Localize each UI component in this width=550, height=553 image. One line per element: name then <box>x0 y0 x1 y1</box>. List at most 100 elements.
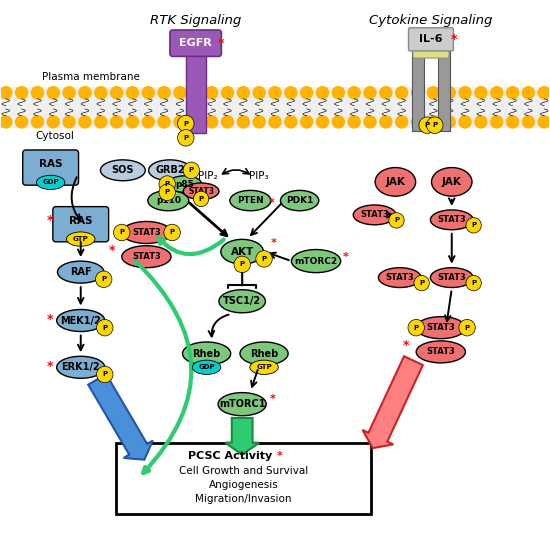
Text: *: * <box>403 340 410 352</box>
Text: STAT3: STAT3 <box>188 187 214 196</box>
Ellipse shape <box>221 239 263 264</box>
Circle shape <box>158 116 170 128</box>
Circle shape <box>408 320 425 336</box>
Circle shape <box>269 87 281 99</box>
Text: STAT3: STAT3 <box>360 210 389 220</box>
Text: Angiogenesis: Angiogenesis <box>208 480 278 490</box>
Circle shape <box>475 87 487 99</box>
Ellipse shape <box>58 261 104 283</box>
Circle shape <box>237 87 249 99</box>
Text: JAK: JAK <box>386 177 405 187</box>
Text: mTORC1: mTORC1 <box>219 399 266 409</box>
FancyArrow shape <box>362 356 423 448</box>
Circle shape <box>301 116 313 128</box>
Text: P: P <box>419 280 424 286</box>
Text: STAT3: STAT3 <box>132 228 161 237</box>
Text: P: P <box>183 121 188 127</box>
Circle shape <box>15 116 28 128</box>
Ellipse shape <box>122 222 171 243</box>
Ellipse shape <box>148 190 189 211</box>
Text: P: P <box>189 168 194 173</box>
Circle shape <box>206 116 218 128</box>
Circle shape <box>79 87 91 99</box>
FancyBboxPatch shape <box>23 150 79 185</box>
FancyArrow shape <box>225 418 259 455</box>
Text: P: P <box>240 262 245 268</box>
Text: P: P <box>102 372 107 378</box>
Circle shape <box>234 256 250 273</box>
Text: Cytosol: Cytosol <box>35 131 74 141</box>
Text: IL-6: IL-6 <box>419 34 443 44</box>
Text: *: * <box>47 360 53 373</box>
Text: P: P <box>394 217 399 223</box>
Circle shape <box>79 116 91 128</box>
Circle shape <box>0 116 12 128</box>
Circle shape <box>253 116 265 128</box>
Circle shape <box>395 116 408 128</box>
Circle shape <box>222 87 234 99</box>
Text: P: P <box>183 135 188 141</box>
Ellipse shape <box>57 356 105 378</box>
Circle shape <box>164 224 180 241</box>
Circle shape <box>414 275 430 291</box>
Ellipse shape <box>416 341 465 363</box>
Circle shape <box>194 191 209 207</box>
FancyBboxPatch shape <box>413 43 449 58</box>
Circle shape <box>348 116 360 128</box>
Ellipse shape <box>292 249 340 273</box>
Circle shape <box>443 116 455 128</box>
Text: STAT3: STAT3 <box>132 252 161 261</box>
Circle shape <box>380 87 392 99</box>
Circle shape <box>95 116 107 128</box>
Text: PIP₃: PIP₃ <box>249 171 268 181</box>
Circle shape <box>31 116 43 128</box>
Ellipse shape <box>101 160 145 181</box>
Ellipse shape <box>183 183 219 200</box>
Circle shape <box>126 87 139 99</box>
Text: P: P <box>432 122 437 128</box>
Circle shape <box>364 116 376 128</box>
Circle shape <box>159 184 175 201</box>
Text: STAT3: STAT3 <box>437 215 466 225</box>
Text: *: * <box>109 243 115 257</box>
Circle shape <box>522 87 535 99</box>
Circle shape <box>190 87 202 99</box>
Text: Rheb: Rheb <box>250 348 278 358</box>
Circle shape <box>538 87 550 99</box>
Ellipse shape <box>416 317 465 338</box>
Text: Plasma membrane: Plasma membrane <box>42 72 140 82</box>
Circle shape <box>0 87 12 99</box>
Circle shape <box>97 366 113 383</box>
Text: RAS: RAS <box>69 216 92 226</box>
FancyBboxPatch shape <box>170 30 221 56</box>
Text: PTEN: PTEN <box>237 196 263 205</box>
Text: *: * <box>277 451 283 461</box>
Circle shape <box>285 87 297 99</box>
Circle shape <box>31 87 43 99</box>
Circle shape <box>183 162 200 179</box>
Circle shape <box>466 275 481 291</box>
Circle shape <box>126 116 139 128</box>
Text: P: P <box>102 325 107 331</box>
Ellipse shape <box>218 393 266 416</box>
Circle shape <box>47 116 59 128</box>
Circle shape <box>111 87 123 99</box>
Ellipse shape <box>168 176 202 192</box>
Circle shape <box>538 116 550 128</box>
Text: RTK Signaling: RTK Signaling <box>150 14 241 27</box>
Circle shape <box>427 116 439 128</box>
Text: P: P <box>471 222 476 228</box>
Bar <box>116 442 371 514</box>
Text: PCSC Activity: PCSC Activity <box>188 451 272 461</box>
Text: P: P <box>471 280 476 286</box>
Ellipse shape <box>240 342 288 365</box>
Circle shape <box>269 116 281 128</box>
Circle shape <box>301 87 313 99</box>
Circle shape <box>206 87 218 99</box>
Text: P: P <box>119 229 124 236</box>
Circle shape <box>142 87 155 99</box>
Ellipse shape <box>36 175 65 190</box>
Circle shape <box>411 87 424 99</box>
Circle shape <box>97 320 113 336</box>
Text: STAT3: STAT3 <box>426 347 455 356</box>
